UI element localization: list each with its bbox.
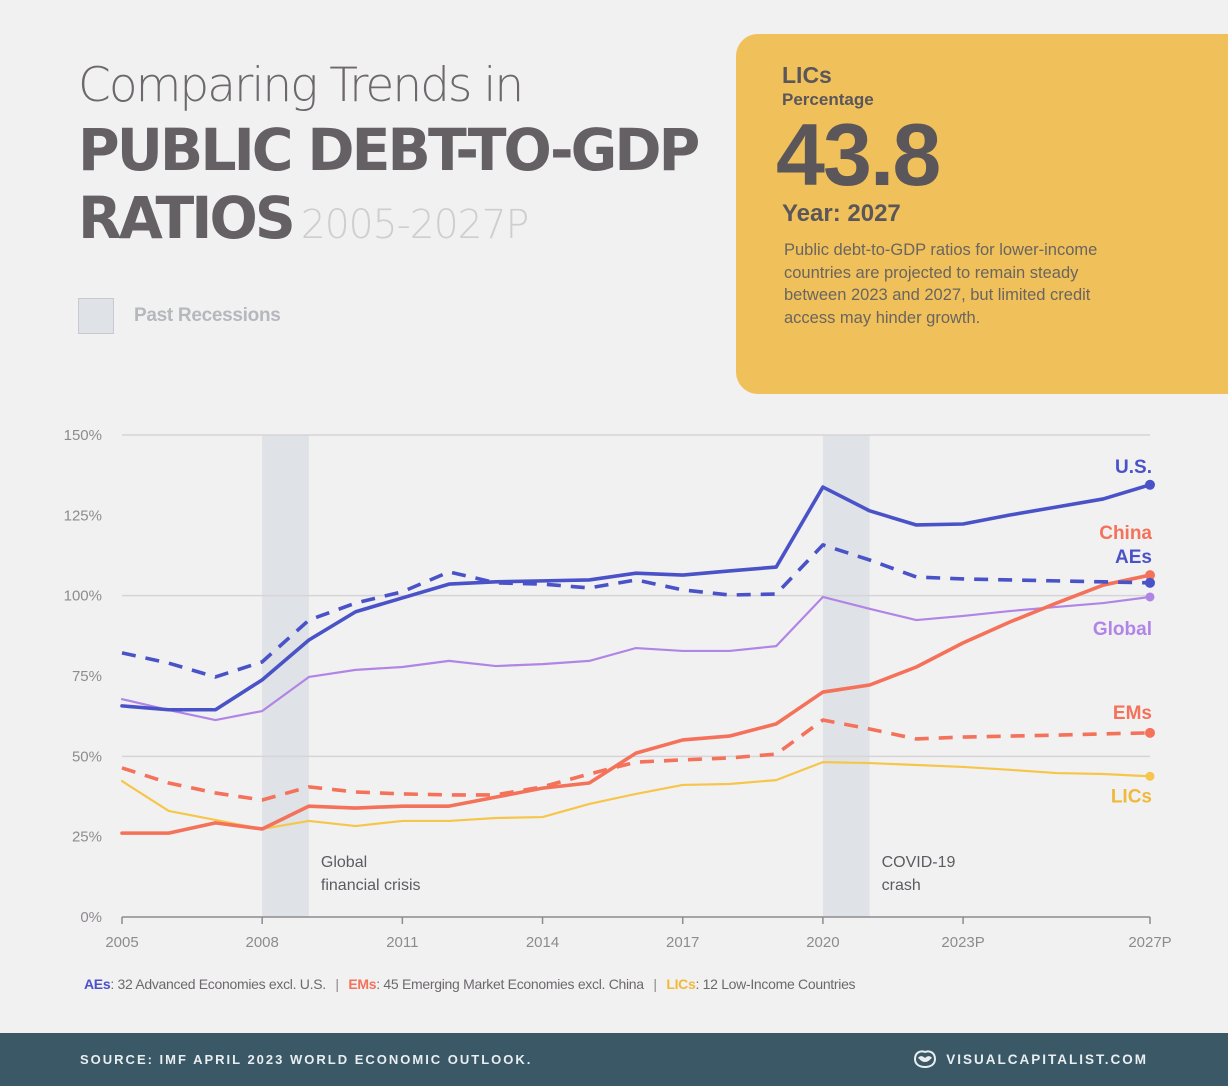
x-tick-label: 2011: [386, 934, 418, 951]
callout-metric: Percentage: [782, 90, 874, 109]
end-point-ems: [1145, 727, 1155, 738]
footnote-text-ems: : 45 Emerging Market Economies excl. Chi…: [376, 976, 644, 992]
footer-source: SOURCE: IMF APRIL 2023 WORLD ECONOMIC OU…: [80, 1052, 533, 1067]
x-axis: 2005 2008 2011 2014 2017 2020 2023P 2027P: [105, 916, 1172, 951]
x-tick-label: 2008: [245, 934, 278, 951]
series-line-ems: [121, 718, 1151, 802]
series-line-global: [120, 595, 1152, 722]
recession-annotations: Global financial crisis COVID-19 crash: [321, 854, 956, 894]
callout-series: LICs: [782, 62, 832, 88]
recession-band: [262, 435, 309, 917]
series-labels: U.S. AEs Global China EMs LICs: [1093, 457, 1153, 807]
series-label-global: Global: [1093, 619, 1152, 640]
footnote-key-lics: LICs: [666, 976, 696, 992]
recession-annotation-line1: COVID-19: [882, 854, 956, 871]
end-point-aes: [1145, 577, 1155, 588]
series-label-china: China: [1099, 523, 1152, 544]
y-tick-label: 25%: [72, 829, 102, 846]
y-tick-label: 100%: [64, 588, 102, 605]
x-tick-label: 2023P: [941, 934, 984, 951]
footnote-key-aes: AEs: [84, 976, 111, 992]
footer-bar: SOURCE: IMF APRIL 2023 WORLD ECONOMIC OU…: [0, 1033, 1228, 1086]
x-tick-label: 2005: [105, 934, 138, 951]
footnote-key-ems: EMs: [348, 976, 377, 992]
footnote-text-aes: : 32 Advanced Economies excl. U.S.: [110, 976, 326, 992]
x-tick-label: 2027P: [1128, 934, 1171, 951]
footer-brand-text: VISUALCAPITALIST.COM: [946, 1051, 1148, 1067]
series-line-aes: [121, 543, 1151, 679]
title-years: 2005-2027P: [300, 202, 529, 248]
callout-year: Year: 2027: [782, 200, 901, 227]
recession-band: [822, 435, 870, 917]
recession-bands: [262, 435, 870, 917]
visual-capitalist-logo-icon: [914, 1050, 937, 1068]
title-block: Comparing Trends in PUBLIC DEBT-TO-GDP R…: [78, 56, 710, 259]
recession-legend-label: Past Recessions: [134, 305, 281, 326]
y-tick-label: 0%: [80, 909, 102, 926]
series-line-us: [120, 483, 1152, 712]
recession-swatch: [78, 298, 114, 334]
series-line-china: [120, 573, 1152, 835]
footnote-separator: |: [335, 976, 339, 992]
series-line-lics: [120, 761, 1152, 831]
gridlines: [122, 434, 1150, 758]
y-tick-label: 50%: [72, 748, 102, 765]
title-line-3: RATIOS 2005-2027P: [78, 184, 697, 259]
recession-annotation-line1: Global: [321, 854, 367, 871]
title-line-3-text: RATIOS: [78, 184, 296, 252]
y-tick-label: 75%: [72, 668, 102, 685]
series-lines: [120, 479, 1155, 835]
series-label-aes: AEs: [1115, 547, 1152, 568]
series-label-ems: EMs: [1113, 703, 1152, 724]
end-point-china: [1145, 570, 1155, 581]
footnote: AEs: 32 Advanced Economies excl. U.S. | …: [84, 976, 856, 992]
y-tick-label: 125%: [64, 507, 102, 524]
y-axis: 0% 25% 50% 75% 100% 125% 150%: [64, 427, 102, 926]
callout-card: LICs Percentage 43.8 Year: 2027 Public d…: [736, 34, 1228, 394]
title-line-1: Comparing Trends in: [78, 58, 524, 113]
footnote-text-lics: : 12 Low-Income Countries: [695, 976, 856, 992]
title-line-2: PUBLIC DEBT-TO-GDP: [78, 116, 700, 184]
y-tick-label: 150%: [64, 427, 102, 444]
line-chart: 0% 25% 50% 75% 100% 125% 150% 2005 2008 2011 2014…: [64, 427, 1172, 951]
x-tick-label: 2014: [526, 934, 559, 951]
end-point-global: [1145, 592, 1155, 602]
callout-value: 43.8: [776, 105, 941, 204]
end-point-lics: [1145, 771, 1155, 781]
recession-annotation-line2: financial crisis: [321, 877, 421, 894]
callout-description: Public debt-to-GDP ratios for lower-inco…: [784, 241, 1098, 327]
footnote-separator: |: [653, 976, 657, 992]
x-tick-label: 2017: [666, 934, 699, 951]
x-tick-label: 2020: [806, 934, 839, 951]
series-label-lics: LICs: [1111, 786, 1152, 807]
recession-annotation-line2: crash: [882, 877, 921, 894]
series-label-us: U.S.: [1115, 457, 1152, 478]
footer-brand[interactable]: VISUALCAPITALIST.COM: [914, 1050, 1148, 1068]
recession-legend: Past Recessions: [78, 298, 281, 334]
end-point-us: [1145, 479, 1155, 490]
